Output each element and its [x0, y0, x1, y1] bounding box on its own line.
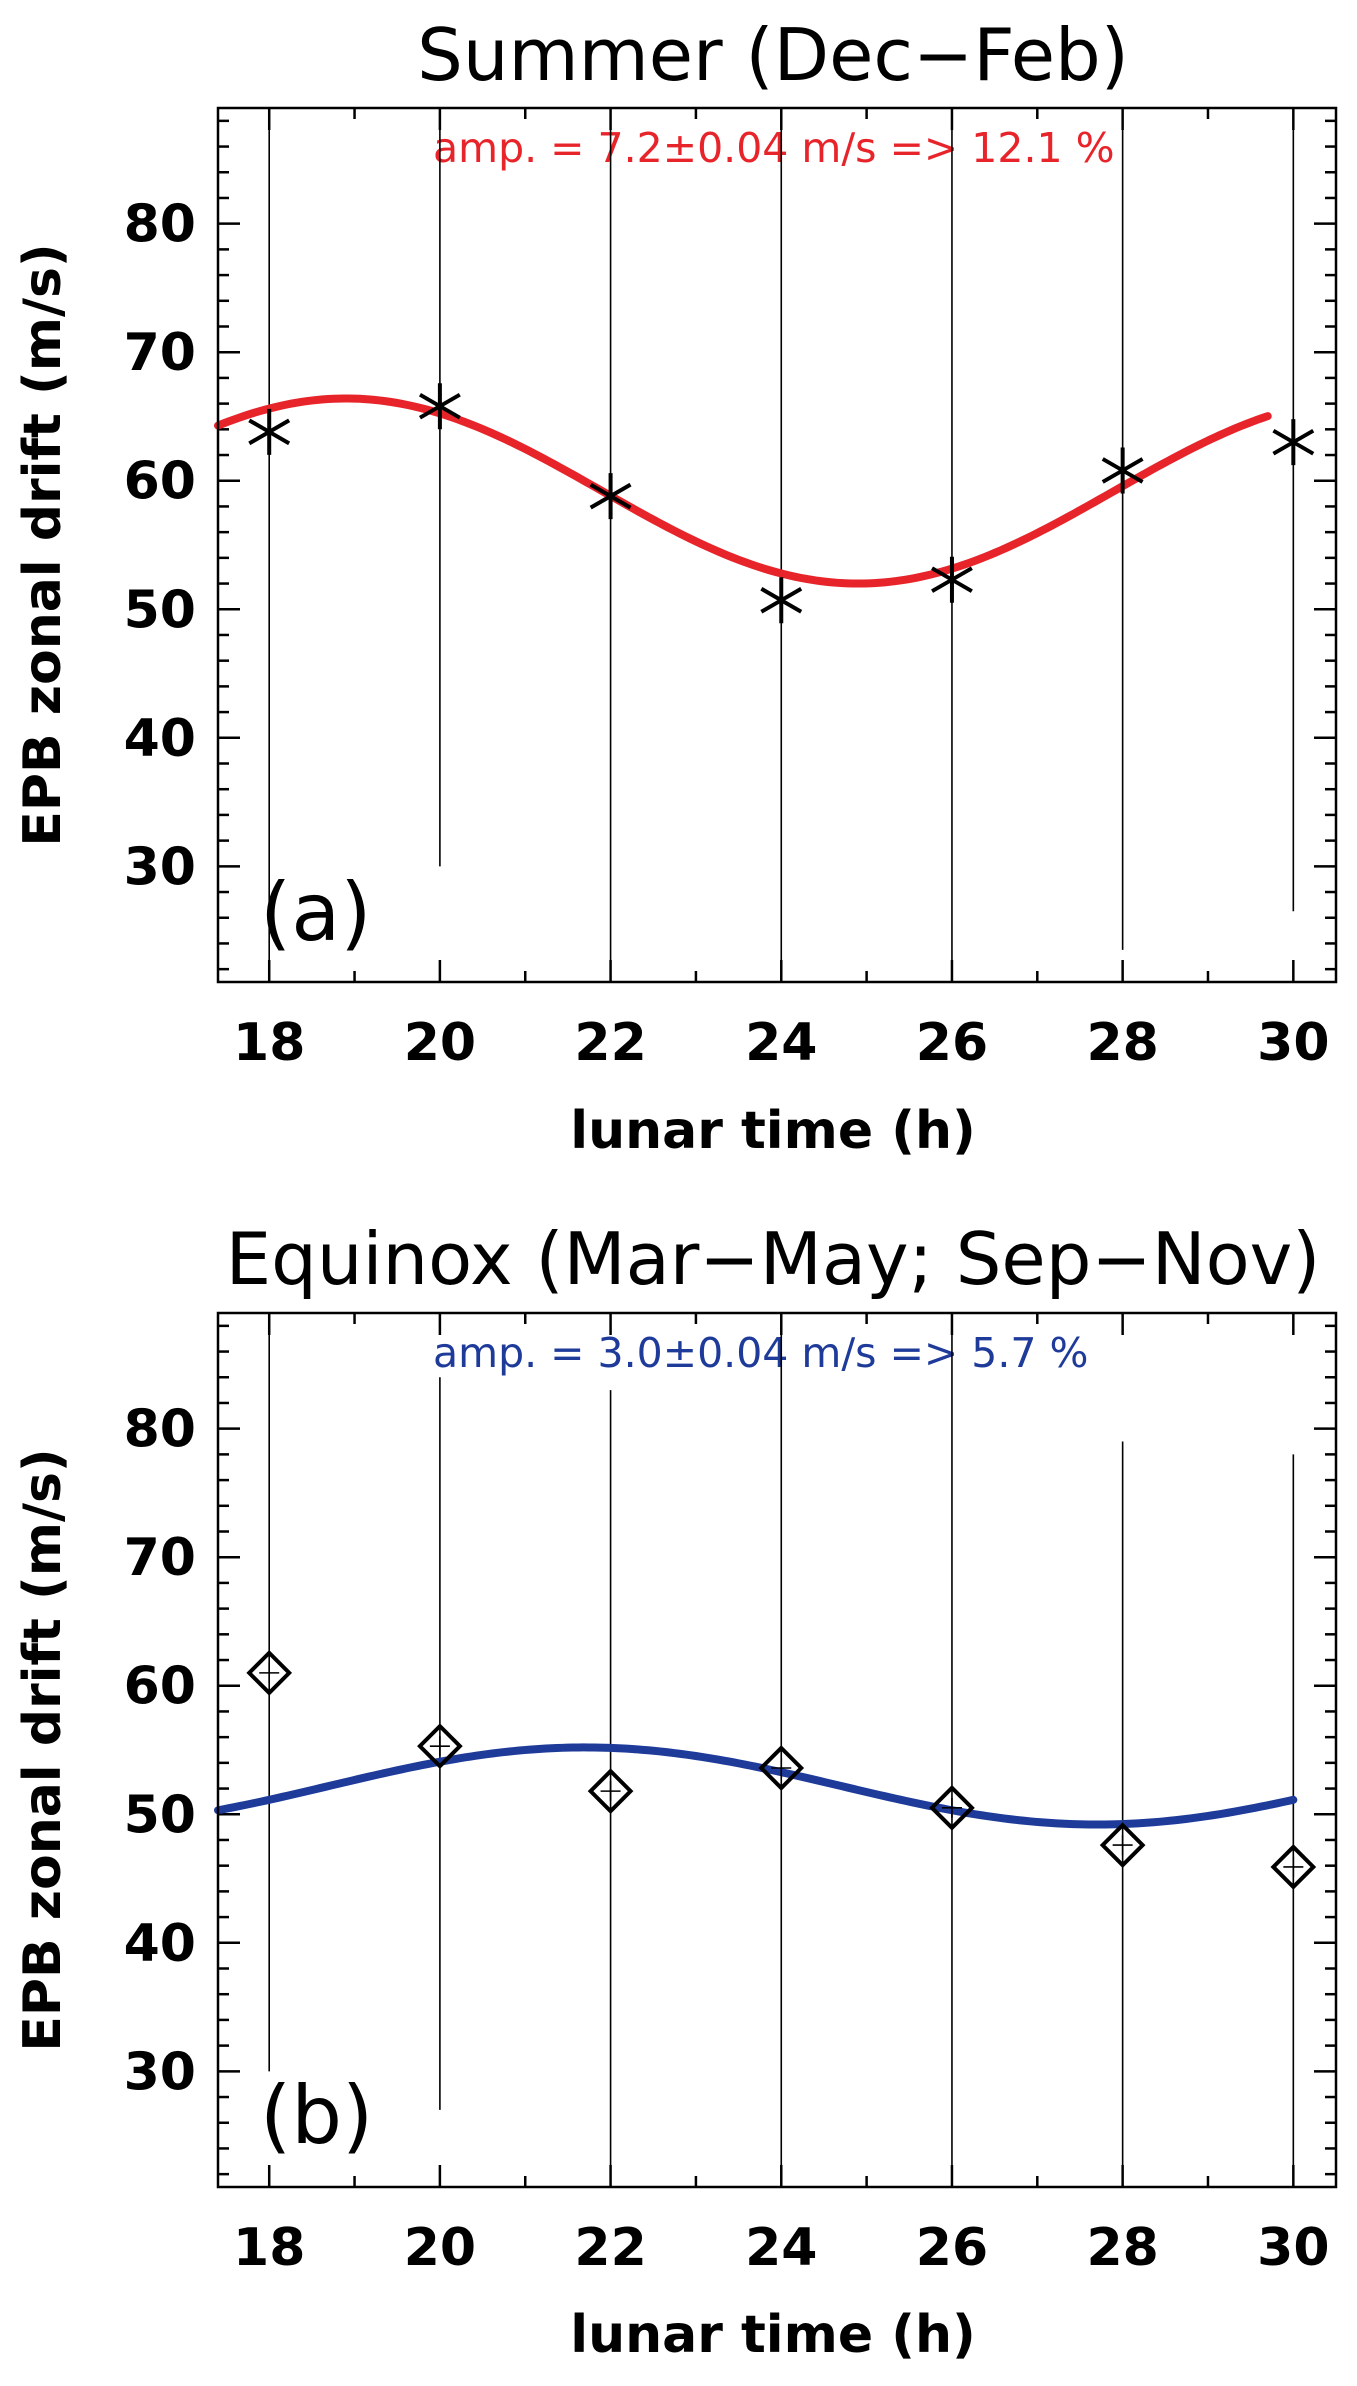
axes-frame — [216, 106, 1338, 984]
y-tick-label: 80 — [124, 1400, 196, 1460]
y-tick-label: 40 — [124, 709, 196, 769]
x-tick-label: 22 — [574, 1013, 646, 1073]
data-points — [246, 1650, 1317, 1890]
y-tick-label: 50 — [124, 580, 196, 640]
panel-label: (b) — [260, 2069, 373, 2162]
asterisk-stroke — [760, 587, 803, 614]
data-points — [248, 383, 1315, 624]
plot-frame — [216, 1311, 1338, 2189]
x-tick-label: 20 — [404, 2218, 476, 2278]
axis-ticks: 18 20 22 24 26 28 30 30 40 50 60 70 80 — [124, 108, 1336, 1073]
diamond-marker — [1270, 1844, 1317, 1890]
amplitude-annotation: amp. = 7.2±0.04 m/s => 12.1 % — [433, 124, 1115, 172]
diamond-marker — [929, 1785, 975, 1831]
x-tick-label: 18 — [233, 1013, 305, 1073]
y-tick-label: 70 — [124, 323, 196, 383]
x-axis-label: lunar time (h) — [570, 2305, 976, 2365]
x-tick-label: 28 — [1086, 2218, 1158, 2278]
fit-curve-group — [214, 1743, 1298, 1829]
data-point-diamond — [929, 1785, 975, 1831]
y-tick-label: 60 — [124, 1657, 196, 1717]
asterisk-stroke — [1101, 457, 1144, 484]
asterisk-stroke — [418, 392, 461, 420]
x-tick-label: 26 — [916, 1013, 988, 1073]
data-point-asterisk — [760, 577, 803, 624]
amplitude-annotation: amp. = 3.0±0.04 m/s => 5.7 % — [433, 1329, 1089, 1377]
axis-ticks: 18 20 22 24 26 28 30 30 40 50 60 70 80 — [124, 1313, 1336, 2278]
x-tick-label: 18 — [233, 2218, 305, 2278]
data-point-asterisk — [589, 473, 632, 520]
data-point-diamond — [417, 1723, 463, 1769]
data-point-diamond — [1099, 1822, 1146, 1868]
asterisk-stroke — [248, 418, 291, 446]
chart-title: Equinox (Mar−May; Sep−Nov) — [226, 1217, 1321, 1301]
x-tick-label: 28 — [1086, 1013, 1158, 1073]
panel-summer: Summer (Dec−Feb) amp. = 7.2±0.04 m/s => … — [13, 13, 1338, 1161]
x-axis-label: lunar time (h) — [570, 1101, 976, 1161]
x-tick-label: 30 — [1257, 1013, 1329, 1073]
chart-title: Summer (Dec−Feb) — [417, 13, 1129, 97]
y-tick-label: 30 — [124, 837, 196, 897]
x-tick-label: 22 — [574, 2218, 646, 2278]
x-tick-label: 24 — [745, 1013, 817, 1073]
data-point-diamond — [587, 1768, 634, 1814]
x-tick-label: 20 — [404, 1013, 476, 1073]
y-tick-label: 60 — [124, 452, 196, 512]
diamond-marker — [246, 1650, 293, 1696]
asterisk-stroke — [1272, 428, 1315, 456]
data-point-diamond — [1270, 1844, 1317, 1890]
fit-curve-group — [214, 394, 1272, 588]
fit-curve — [214, 394, 1272, 588]
panel-label: (a) — [260, 866, 371, 959]
x-tick-label: 24 — [745, 2218, 817, 2278]
data-point-asterisk — [418, 383, 461, 430]
axes-frame — [216, 1311, 1338, 2189]
y-tick-label: 70 — [124, 1528, 196, 1588]
diamond-marker — [417, 1723, 463, 1769]
data-point-diamond — [758, 1745, 805, 1791]
diamond-marker — [758, 1745, 805, 1791]
data-point-asterisk — [1101, 447, 1144, 494]
data-point-asterisk — [931, 556, 973, 603]
asterisk-stroke — [931, 566, 973, 593]
diamond-marker — [587, 1768, 634, 1814]
data-point-asterisk — [1272, 419, 1315, 466]
y-tick-label: 40 — [124, 1914, 196, 1974]
y-tick-label: 80 — [124, 195, 196, 255]
error-bars — [268, 108, 1295, 982]
y-axis-label: EPB zonal drift (m/s) — [13, 243, 73, 846]
asterisk-stroke — [589, 482, 632, 510]
plot-frame — [216, 106, 1338, 984]
panel-equinox: Equinox (Mar−May; Sep−Nov) amp. = 3.0±0.… — [13, 1217, 1338, 2365]
x-tick-label: 26 — [916, 2218, 988, 2278]
y-tick-label: 50 — [124, 1785, 196, 1845]
y-tick-label: 30 — [124, 2042, 196, 2102]
data-point-diamond — [246, 1650, 293, 1696]
fit-curve — [214, 1743, 1298, 1829]
data-point-asterisk — [248, 408, 291, 455]
y-axis-label: EPB zonal drift (m/s) — [13, 1448, 73, 2051]
x-tick-label: 30 — [1257, 2218, 1329, 2278]
diamond-marker — [1099, 1822, 1146, 1868]
